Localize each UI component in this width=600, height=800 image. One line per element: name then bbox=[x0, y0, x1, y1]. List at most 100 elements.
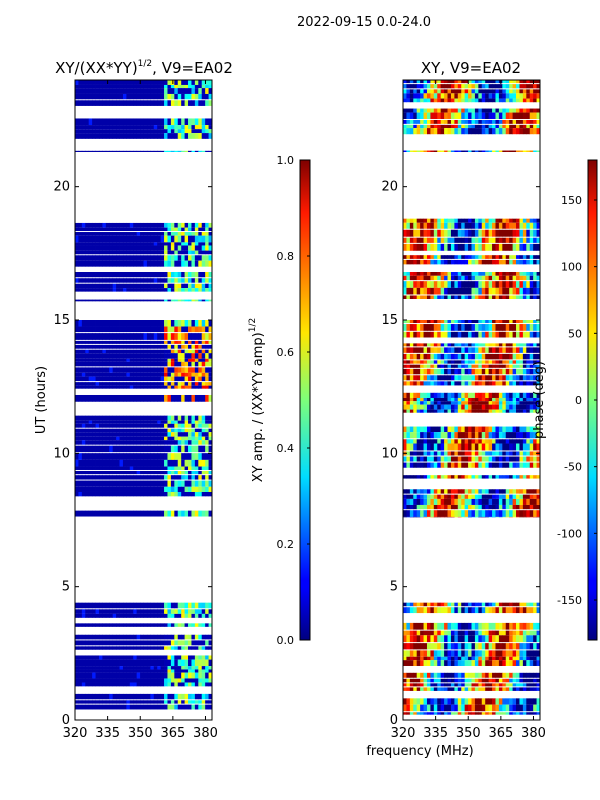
heatmap-cell bbox=[133, 602, 138, 609]
heatmap-cell bbox=[201, 283, 206, 289]
heatmap-cell bbox=[112, 420, 117, 424]
heatmap-cell bbox=[416, 409, 421, 413]
heatmap-cell bbox=[430, 375, 435, 381]
heatmap-cell bbox=[423, 439, 428, 444]
heatmap-cell bbox=[188, 245, 192, 251]
heatmap-cell bbox=[164, 232, 168, 236]
heatmap-cell bbox=[519, 432, 524, 439]
heatmap-cell bbox=[474, 381, 479, 386]
heatmap-cell bbox=[98, 125, 103, 130]
heatmap-cell bbox=[433, 607, 438, 614]
heatmap-cell bbox=[194, 672, 199, 679]
heatmap-cell bbox=[119, 372, 124, 377]
heatmap-cell bbox=[201, 344, 206, 349]
heatmap-cell bbox=[133, 232, 138, 236]
heatmap-cell bbox=[109, 655, 114, 660]
heatmap-cell bbox=[92, 376, 96, 382]
heatmap-cell bbox=[509, 360, 513, 364]
heatmap-cell bbox=[198, 358, 203, 362]
heatmap-cell bbox=[461, 401, 466, 405]
heatmap-cell bbox=[208, 704, 212, 710]
heatmap-cell bbox=[112, 333, 117, 340]
heatmap-cell bbox=[157, 602, 162, 609]
figure-suptitle: 2022-09-15 0.0-24.0 bbox=[297, 15, 431, 30]
heatmap-cell bbox=[430, 630, 435, 636]
heatmap-cell bbox=[112, 470, 117, 475]
heatmap-cell bbox=[170, 646, 175, 650]
heatmap-cell bbox=[464, 409, 469, 413]
heatmap-cell bbox=[194, 428, 199, 433]
heatmap-cell bbox=[105, 227, 110, 232]
heatmap-cell bbox=[498, 462, 503, 468]
heatmap-cell bbox=[105, 272, 110, 278]
heatmap-cell bbox=[444, 426, 448, 433]
heatmap-cell bbox=[498, 489, 503, 494]
heatmap-cell bbox=[116, 255, 120, 261]
heatmap-cell bbox=[112, 480, 117, 487]
heatmap-cell bbox=[409, 650, 414, 657]
heatmap-cell bbox=[105, 704, 110, 710]
heatmap-cell bbox=[194, 272, 199, 278]
heatmap-cell bbox=[167, 470, 172, 475]
heatmap-cell bbox=[437, 281, 442, 288]
heatmap-cell bbox=[519, 353, 524, 360]
heatmap-cell bbox=[198, 655, 203, 660]
heatmap-cell bbox=[116, 432, 120, 437]
heatmap-cell bbox=[164, 640, 168, 646]
heatmap-cell bbox=[474, 622, 479, 630]
heatmap-cell bbox=[529, 698, 534, 705]
heatmap-cell bbox=[109, 320, 114, 327]
heatmap-cell bbox=[536, 660, 540, 666]
heatmap-cell bbox=[133, 299, 138, 302]
heatmap-cell bbox=[481, 602, 486, 607]
heatmap-cell bbox=[98, 299, 103, 302]
heatmap-cell bbox=[516, 368, 520, 375]
heatmap-cell bbox=[157, 440, 162, 445]
heatmap-cell bbox=[102, 367, 107, 373]
heatmap-cell bbox=[105, 394, 110, 402]
heatmap-cell bbox=[188, 367, 192, 373]
heatmap-cell bbox=[112, 288, 117, 292]
heatmap-cell bbox=[160, 349, 165, 354]
heatmap-cell bbox=[194, 100, 199, 106]
heatmap-cell bbox=[205, 646, 209, 650]
heatmap-cell bbox=[522, 392, 527, 398]
heatmap-cell bbox=[119, 125, 124, 130]
heatmap-cell bbox=[433, 660, 438, 666]
heatmap-cell bbox=[416, 630, 421, 636]
heatmap-cell bbox=[85, 659, 90, 667]
heatmap-cell bbox=[205, 255, 209, 261]
heatmap-cell bbox=[447, 672, 452, 678]
heatmap-cell bbox=[160, 613, 165, 618]
heatmap-cell bbox=[488, 635, 493, 643]
heatmap-cell bbox=[478, 489, 483, 494]
heatmap-cell bbox=[444, 320, 448, 324]
heatmap-cell bbox=[512, 364, 517, 368]
heatmap-cell bbox=[440, 320, 445, 324]
heatmap-cell bbox=[98, 100, 103, 106]
heatmap-cell bbox=[423, 364, 428, 368]
heatmap-cell bbox=[464, 712, 469, 715]
heatmap-cell bbox=[129, 299, 134, 302]
heatmap-cell bbox=[464, 324, 469, 331]
heatmap-cell bbox=[444, 272, 448, 276]
heatmap-cell bbox=[95, 693, 100, 700]
heatmap-cell bbox=[522, 409, 527, 413]
heatmap-cell bbox=[188, 672, 192, 679]
heatmap-cell bbox=[478, 456, 483, 462]
heatmap-cell bbox=[88, 361, 93, 367]
heatmap-cell bbox=[170, 361, 175, 367]
heatmap-cell bbox=[85, 333, 90, 340]
heatmap-cell bbox=[201, 634, 206, 640]
heatmap-cell bbox=[413, 489, 418, 494]
heatmap-cell bbox=[81, 227, 86, 232]
right-heatmap bbox=[403, 80, 540, 715]
heatmap-cell bbox=[205, 510, 209, 517]
heatmap-cell bbox=[157, 682, 162, 687]
heatmap-cell bbox=[81, 646, 86, 650]
heatmap-cell bbox=[112, 415, 117, 421]
heatmap-cell bbox=[164, 376, 168, 382]
heatmap-cell bbox=[78, 361, 83, 367]
heatmap-cell bbox=[433, 462, 438, 468]
